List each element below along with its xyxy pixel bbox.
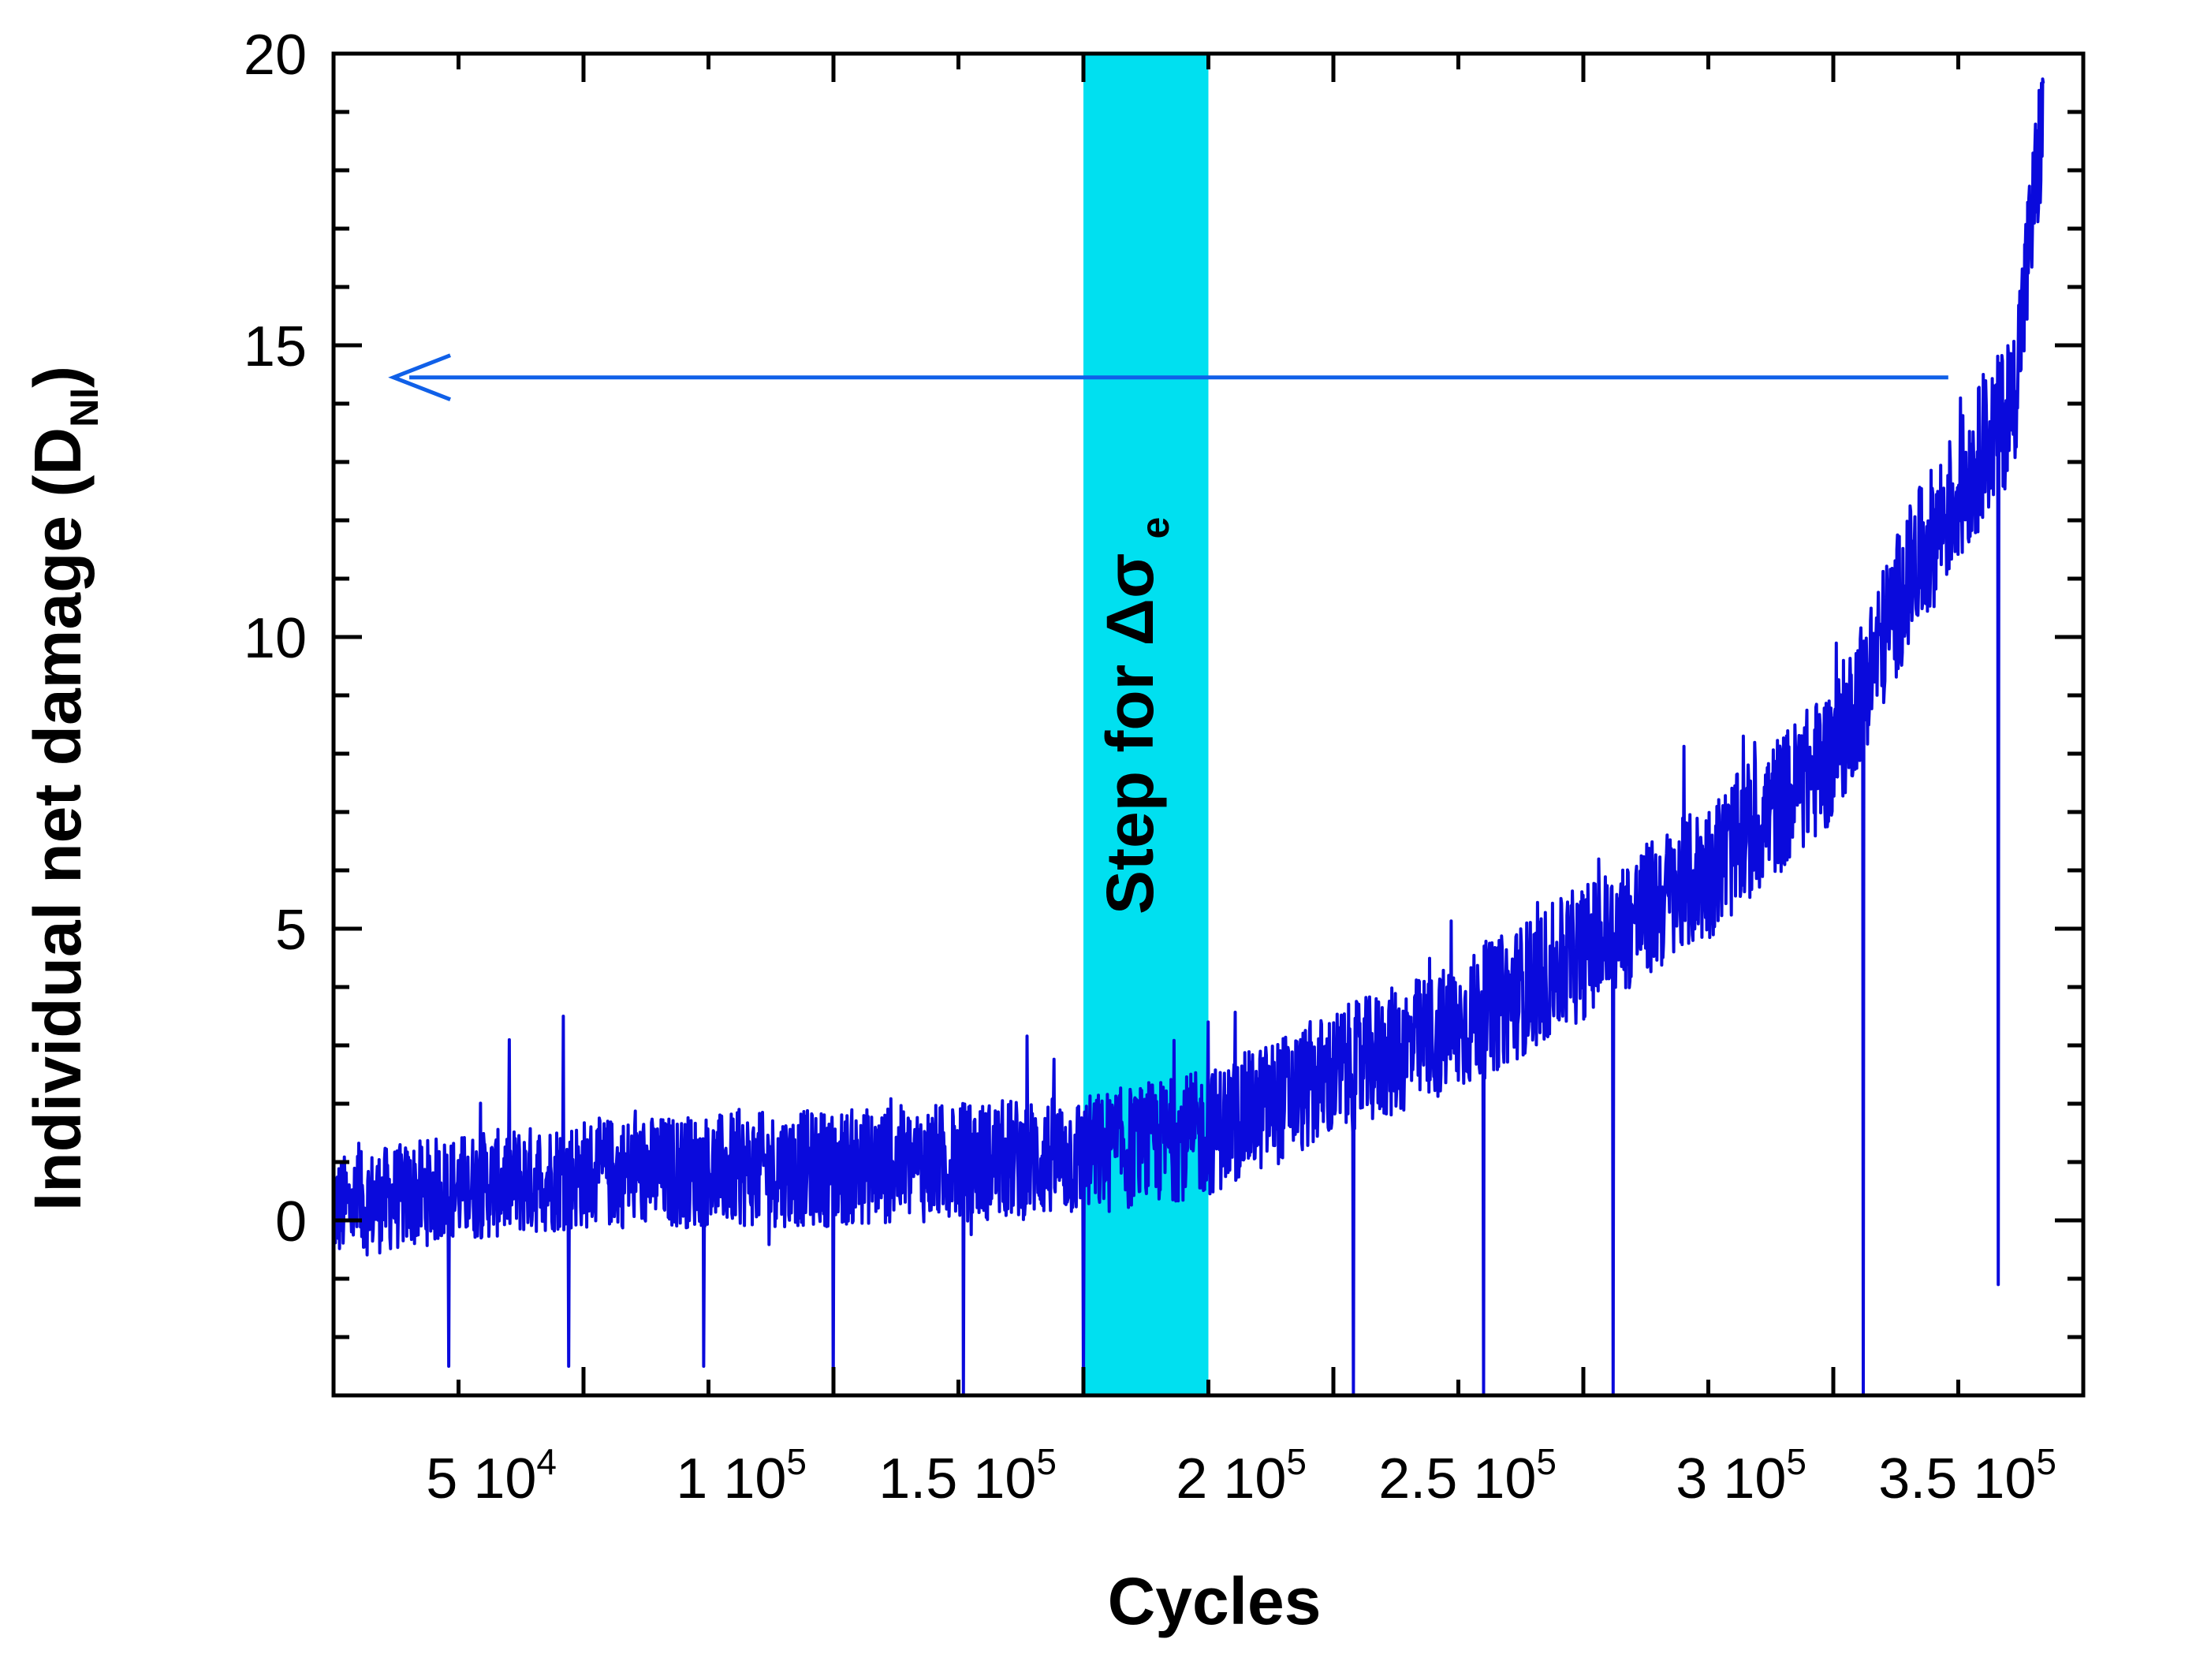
x-tick-label-mantissa: 3 10: [1676, 1447, 1786, 1511]
x-tick-label-mantissa: 1.5 10: [878, 1447, 1036, 1511]
y-tick-label: 0: [275, 1190, 307, 1253]
y-axis-title-main: Individual net damage (D: [21, 427, 95, 1211]
y-tick-label: 5: [275, 899, 307, 962]
x-tick-label-exponent: 5: [1536, 1441, 1557, 1482]
arrow-layer: [388, 353, 1948, 402]
x-tick-label-exponent: 5: [1036, 1441, 1057, 1482]
x-tick-label: 2.5 105: [1378, 1441, 1557, 1511]
x-tick-label-exponent: 5: [786, 1441, 807, 1482]
band-label-main: Step for Δσ: [1093, 553, 1167, 915]
series-line-individual-net-damage: [332, 77, 2045, 1397]
x-tick-label-mantissa: 2 10: [1176, 1447, 1286, 1511]
band-label: Step for Δσ e: [1093, 517, 1177, 915]
x-axis-title: Cycles: [1108, 1564, 1322, 1638]
y-tick-label: 20: [244, 24, 307, 87]
x-tick-label-mantissa: 1 10: [676, 1447, 786, 1511]
x-tick-label-exponent: 5: [1286, 1441, 1307, 1482]
band-label-subscript: e: [1133, 517, 1177, 539]
x-tick-label: 2 105: [1176, 1441, 1307, 1511]
y-axis-title-subscript: NI: [62, 388, 106, 427]
x-tick-label-mantissa: 5 10: [426, 1447, 536, 1511]
x-tick-label-mantissa: 2.5 10: [1378, 1447, 1536, 1511]
arrow-head: [388, 353, 451, 402]
y-axis-title-close: ): [21, 366, 95, 388]
series-layer: [332, 77, 2045, 1397]
y-axis-title: Individual net damage (DNI): [21, 366, 106, 1211]
x-tick-label: 3.5 105: [1878, 1441, 2056, 1511]
x-tick-label: 1 105: [676, 1441, 807, 1511]
x-tick-label-exponent: 4: [536, 1441, 557, 1482]
y-tick-label: 15: [244, 315, 307, 378]
tick-layer: [334, 51, 2086, 1395]
x-tick-label: 5 104: [426, 1441, 557, 1511]
y-tick-label: 10: [244, 607, 307, 670]
x-tick-label-mantissa: 3.5 10: [1878, 1447, 2036, 1511]
x-tick-label-exponent: 5: [2036, 1441, 2056, 1482]
x-tick-label: 3 105: [1676, 1441, 1806, 1511]
x-tick-label: 1.5 105: [878, 1441, 1057, 1511]
x-tick-label-exponent: 5: [1786, 1441, 1806, 1482]
